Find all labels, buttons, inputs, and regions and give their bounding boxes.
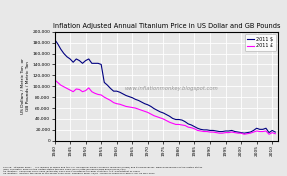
2011 £ <box>53 79 56 81</box>
2011 $ <box>84 59 87 62</box>
2011 $ <box>177 118 181 121</box>
2011 £ <box>84 90 87 92</box>
Text: www.inflationmonkey.blogspot.com: www.inflationmonkey.blogspot.com <box>124 86 218 91</box>
Line: 2011 £: 2011 £ <box>55 80 275 134</box>
2011 £ <box>202 130 205 133</box>
Title: Inflation Adjusted Annual Titanium Price in US Dollar and GB Pounds: Inflation Adjusted Annual Titanium Price… <box>53 23 280 29</box>
2011 $ <box>193 125 196 128</box>
2011 $ <box>202 129 205 131</box>
Text: Source:  Titanium Price :    U.S. Bureau of Mines and the U.S. Geological Survey: Source: Titanium Price : U.S. Bureau of … <box>3 166 202 174</box>
Legend: 2011 $, 2011 £: 2011 $, 2011 £ <box>245 34 276 51</box>
2011 £ <box>127 106 131 108</box>
Line: 2011 $: 2011 $ <box>55 39 275 133</box>
2011 £ <box>193 128 196 130</box>
2011 £ <box>274 133 277 135</box>
2011 $ <box>106 84 109 86</box>
Y-axis label: US Dollars / Metric Ton  or
GB Pounds / Metric Ton: US Dollars / Metric Ton or GB Pounds / M… <box>21 58 30 114</box>
2011 $ <box>53 38 56 40</box>
2011 £ <box>177 123 181 125</box>
2011 £ <box>243 133 246 135</box>
2011 $ <box>127 96 131 98</box>
2011 $ <box>243 132 246 134</box>
2011 £ <box>106 98 109 100</box>
2011 $ <box>274 131 277 133</box>
